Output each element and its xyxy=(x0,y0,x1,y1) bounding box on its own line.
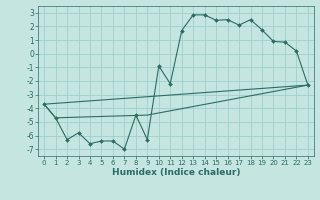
X-axis label: Humidex (Indice chaleur): Humidex (Indice chaleur) xyxy=(112,168,240,177)
